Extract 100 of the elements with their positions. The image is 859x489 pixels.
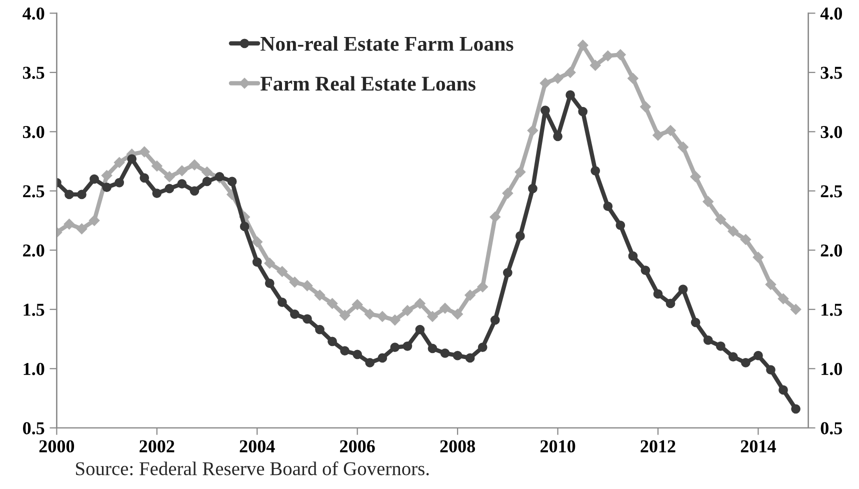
point <box>528 184 538 194</box>
point <box>527 125 538 136</box>
point <box>127 154 137 164</box>
point <box>602 50 614 62</box>
y2-tick-label: 2.5 <box>820 185 842 198</box>
point <box>376 311 388 322</box>
point <box>190 186 200 196</box>
y2-tick-label: 1.0 <box>822 362 842 376</box>
point <box>578 106 588 116</box>
point <box>339 310 350 321</box>
point <box>290 309 300 319</box>
point <box>76 223 88 234</box>
point <box>765 279 776 290</box>
point <box>477 281 488 292</box>
point <box>164 171 175 182</box>
point <box>264 258 276 269</box>
point <box>189 159 200 170</box>
point <box>516 231 525 241</box>
point <box>540 106 550 116</box>
point <box>227 176 237 186</box>
point <box>678 142 688 153</box>
x-tick-label: 2000 <box>39 440 74 452</box>
point <box>464 290 476 301</box>
y2-tick-label: 0.5 <box>820 422 842 434</box>
point <box>790 304 802 315</box>
point <box>140 173 150 183</box>
point <box>302 314 312 324</box>
point <box>490 212 501 222</box>
point <box>402 341 412 351</box>
point <box>364 308 376 320</box>
point <box>666 298 676 308</box>
point <box>90 174 99 184</box>
point <box>252 236 263 248</box>
point <box>440 348 450 358</box>
legend-label: Non-real Estate Farm Loans <box>260 36 514 51</box>
point <box>754 350 763 360</box>
point <box>289 276 300 288</box>
point <box>252 257 262 267</box>
y2-tick-label: 2.0 <box>820 244 842 257</box>
point <box>752 252 764 263</box>
y-tick-label: 4.0 <box>22 7 44 20</box>
point <box>88 215 100 226</box>
point <box>277 298 287 307</box>
x-tick-label: 2002 <box>140 440 174 452</box>
y-tick-label: 0.5 <box>23 422 44 434</box>
point <box>415 324 425 334</box>
y-tick-label: 3.5 <box>23 66 44 79</box>
point <box>452 350 462 360</box>
point <box>452 308 463 320</box>
x-tick-label: 2012 <box>640 440 676 452</box>
point <box>428 344 438 354</box>
point <box>340 346 350 356</box>
point <box>240 222 250 232</box>
point <box>740 358 750 368</box>
y-tick-label: 1.5 <box>24 304 44 316</box>
point <box>352 350 362 360</box>
point <box>365 358 375 368</box>
point <box>552 72 564 84</box>
point <box>616 220 626 230</box>
point <box>390 342 400 352</box>
point <box>702 196 714 208</box>
x-tick-label: 2008 <box>440 440 476 452</box>
point <box>703 336 713 345</box>
point <box>653 289 663 299</box>
y2-tick-label: 1.5 <box>822 304 842 316</box>
point <box>440 302 450 314</box>
point <box>176 165 188 176</box>
point <box>716 341 726 351</box>
x-tick-label: 2014 <box>740 440 776 452</box>
point <box>690 318 700 328</box>
point <box>566 90 575 100</box>
point <box>514 166 526 178</box>
point <box>553 132 562 142</box>
point <box>728 226 739 237</box>
point <box>315 324 324 334</box>
legend-label: Farm Real Estate Loans <box>260 76 476 91</box>
point <box>151 160 162 172</box>
point <box>102 182 112 192</box>
point <box>378 353 388 363</box>
point <box>791 404 800 414</box>
point <box>77 190 86 200</box>
point <box>202 176 212 186</box>
point <box>740 234 752 245</box>
point <box>302 280 313 292</box>
point <box>652 130 664 141</box>
point <box>577 40 588 51</box>
point <box>427 311 438 322</box>
point <box>276 266 288 277</box>
y-tick-label: 2.0 <box>23 244 44 257</box>
point <box>766 365 776 375</box>
point <box>603 202 613 212</box>
point <box>640 101 651 112</box>
point <box>202 166 212 178</box>
point <box>352 299 363 310</box>
point <box>214 172 224 182</box>
point <box>314 290 326 301</box>
point <box>628 251 638 261</box>
point <box>502 268 512 278</box>
point <box>640 266 650 275</box>
point <box>628 72 638 84</box>
